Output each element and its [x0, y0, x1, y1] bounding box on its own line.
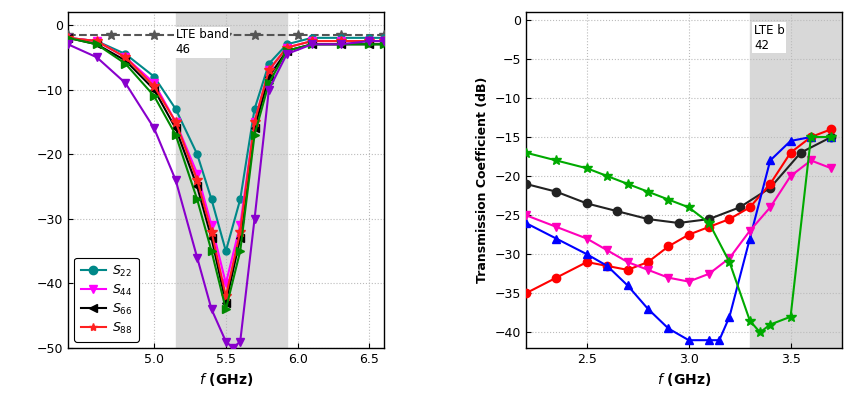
Bar	[176, 12, 286, 348]
Text: LTE b
42: LTE b 42	[754, 24, 785, 52]
Text: LTE band
46: LTE band 46	[176, 28, 229, 56]
Bar	[750, 12, 850, 348]
Y-axis label: Transmission Coefficient (dB): Transmission Coefficient (dB)	[476, 77, 489, 283]
X-axis label: $f$ (GHz): $f$ (GHz)	[199, 372, 253, 388]
X-axis label: $f$ (GHz): $f$ (GHz)	[656, 372, 711, 388]
Legend: $S_{22}$, $S_{44}$, $S_{66}$, $S_{88}$: $S_{22}$, $S_{44}$, $S_{66}$, $S_{88}$	[74, 258, 139, 342]
